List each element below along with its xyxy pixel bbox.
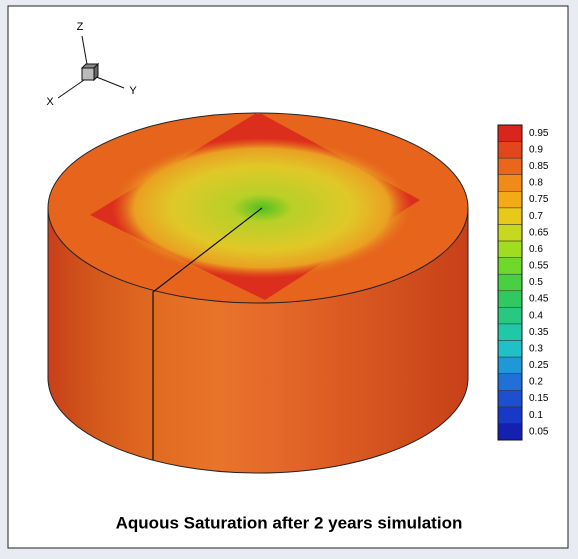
legend-swatch xyxy=(497,191,523,209)
legend-label: 0.75 xyxy=(529,194,549,205)
legend-swatch xyxy=(497,423,523,441)
legend-swatch xyxy=(497,323,523,341)
legend-swatch xyxy=(497,340,523,358)
legend-label: 0.3 xyxy=(529,343,543,354)
triad-y: Y xyxy=(129,85,137,97)
legend-swatch xyxy=(497,290,523,308)
legend-swatch xyxy=(497,373,523,391)
legend-label: 0.1 xyxy=(529,410,543,421)
legend-label: 0.05 xyxy=(529,426,549,437)
legend-label: 0.85 xyxy=(529,161,549,172)
legend-label: 0.4 xyxy=(529,310,543,321)
legend-label: 0.9 xyxy=(529,145,543,156)
legend-swatch xyxy=(497,273,523,292)
legend-swatch xyxy=(497,390,523,408)
legend-swatch xyxy=(497,257,523,275)
axis-triad xyxy=(57,35,125,99)
legend-swatch xyxy=(497,141,523,159)
title: Aquous Saturation after 2 years simulati… xyxy=(116,513,463,532)
legend-label: 0.55 xyxy=(529,261,549,272)
legend-label: 0.25 xyxy=(529,360,549,371)
legend-label: 0.2 xyxy=(529,377,543,388)
legend-label: 0.15 xyxy=(529,393,549,404)
legend-swatch xyxy=(497,307,523,325)
legend-label: 0.35 xyxy=(529,327,549,338)
legend-swatch xyxy=(497,356,523,374)
legend-swatch xyxy=(497,157,523,175)
triad-x: X xyxy=(46,96,54,108)
legend-swatch xyxy=(497,124,523,142)
legend-label: 0.65 xyxy=(529,227,549,238)
legend-swatch xyxy=(497,240,523,258)
legend-frame xyxy=(497,124,523,441)
legend-label: 0.95 xyxy=(529,128,549,139)
legend-label: 0.45 xyxy=(529,294,549,305)
legend-label: 0.6 xyxy=(529,244,543,255)
legend-label: 0.7 xyxy=(529,211,543,222)
legend-swatch xyxy=(497,207,523,225)
legend-label: 0.8 xyxy=(529,178,543,189)
cut-line xyxy=(152,207,263,460)
legend-swatch xyxy=(497,224,523,242)
legend-swatch xyxy=(497,406,523,424)
legend-label: 0.5 xyxy=(529,277,543,288)
legend-swatch xyxy=(497,174,523,192)
triad-z: Z xyxy=(77,21,84,33)
